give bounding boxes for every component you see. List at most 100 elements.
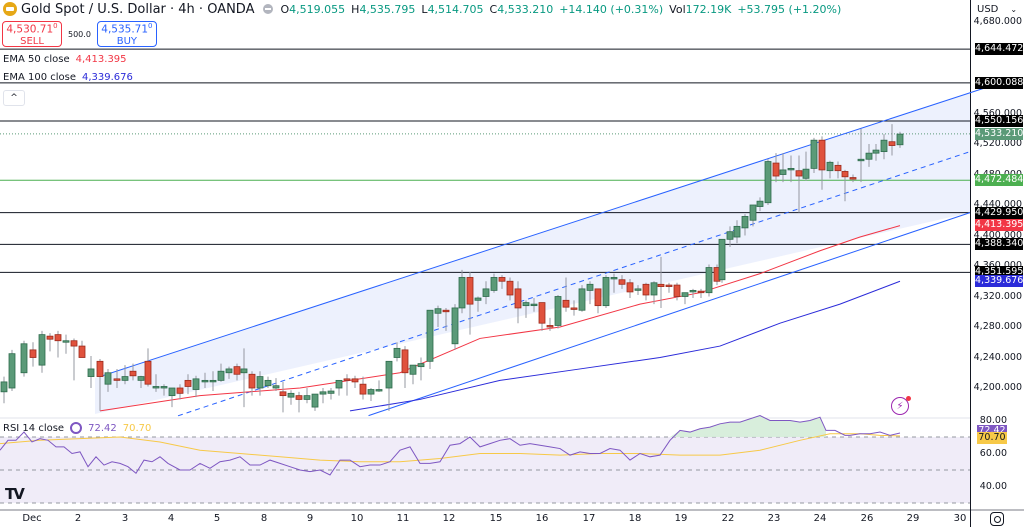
candle-up: [192, 378, 200, 390]
time-tick-label: 4: [167, 513, 175, 524]
sell-button[interactable]: 4,530.710 SELL: [2, 21, 62, 47]
candle-down: [351, 378, 359, 383]
candle-down: [849, 177, 857, 180]
trade-panel: 4,530.710 SELL 500.0 4,535.710 BUY: [2, 21, 157, 47]
candle-down: [233, 366, 241, 375]
rsi-ma-value: 70.70: [122, 422, 152, 434]
candle-up: [896, 133, 904, 146]
price-tick-label: 4,400.000: [973, 229, 1022, 241]
candle-down: [343, 378, 351, 381]
currency-selector[interactable]: USD ⌄: [977, 4, 1017, 15]
candle-up: [137, 376, 145, 381]
candle-down: [29, 349, 37, 358]
open-label: O: [280, 2, 290, 16]
time-tick-label: 12: [442, 513, 456, 524]
candle-down: [442, 309, 450, 313]
candle-down: [657, 283, 665, 287]
price-tick-label: 4,560.000: [973, 107, 1022, 119]
price-tick-label: 4,520.000: [973, 138, 1022, 149]
rsi-legend[interactable]: RSI 14 close 72.42 70.70: [3, 422, 151, 434]
candle-up: [741, 216, 749, 229]
candle-up: [434, 308, 442, 314]
price-tag: 4,550.156: [975, 115, 1024, 127]
channel-middle-line: [177, 151, 971, 417]
candle-up: [0, 381, 8, 393]
candle-up: [225, 368, 233, 374]
settings-gear-icon[interactable]: [990, 512, 1004, 526]
buy-price: 4,535.71: [101, 23, 149, 36]
candle-up: [152, 386, 160, 389]
price-tick-label: 4,200.000: [973, 382, 1022, 393]
candle-up: [87, 368, 95, 377]
price-tag: 4,339.676: [975, 275, 1024, 288]
candle-down: [673, 284, 681, 297]
candle-down: [594, 288, 602, 307]
candle-up: [726, 231, 734, 240]
rsi-ma-line: [0, 433, 901, 463]
candle-up: [121, 376, 129, 381]
candle-down: [546, 325, 554, 328]
candle-up: [490, 277, 498, 291]
symbol-title[interactable]: Gold Spot / U.S. Dollar · 4h · OANDA: [21, 1, 255, 17]
candle-up: [756, 200, 764, 207]
ema100-legend[interactable]: EMA 100 close 4,339.676: [3, 72, 133, 83]
sell-price-pip: 0: [53, 22, 58, 31]
price-tag: 4,644.472: [975, 43, 1024, 56]
tradingview-logo[interactable]: TV: [5, 485, 25, 503]
ema50-legend[interactable]: EMA 50 close 4,413.395: [3, 54, 127, 65]
refresh-icon[interactable]: [70, 422, 83, 434]
lightning-alert-icon[interactable]: ⚡: [891, 396, 911, 415]
candle-down: [279, 391, 287, 397]
time-tick-label: 19: [674, 513, 688, 524]
collapse-legend-button[interactable]: ^: [3, 90, 25, 106]
candle-up: [426, 309, 434, 362]
time-tick-label: 29: [906, 513, 920, 524]
market-status-icon[interactable]: [262, 4, 273, 14]
rsi-value: 72.42: [88, 422, 117, 434]
candle-up: [385, 360, 393, 389]
rsi-tick-label: 40.00: [979, 480, 1007, 492]
volume-change-value: +53.795 (+1.20%): [737, 2, 842, 16]
candle-down: [618, 279, 626, 285]
price-tag: 4,413.395: [975, 219, 1024, 232]
rsi-tick-label: 80.00: [979, 414, 1007, 426]
high-value: 4,535.795: [359, 2, 416, 16]
candle-up: [38, 334, 46, 366]
high-label: H: [351, 2, 360, 16]
chevron-down-icon: ⌄: [1010, 5, 1018, 14]
candle-up: [104, 372, 112, 385]
ema100-value: 4,339.676: [82, 72, 133, 83]
candle-up: [217, 370, 225, 381]
candle-down: [626, 282, 634, 293]
candle-up: [681, 292, 689, 297]
candle-up: [554, 296, 562, 326]
price-tag: 4,600.088: [975, 76, 1024, 89]
time-tick-label: 10: [350, 513, 364, 524]
candle-down: [818, 139, 826, 171]
candle-up: [303, 395, 311, 400]
candle-up: [826, 161, 834, 172]
buy-button[interactable]: 4,535.710 BUY: [96, 21, 157, 47]
rsi-overbought-fill: [660, 415, 826, 437]
candle-down: [401, 349, 409, 374]
candle-down: [466, 277, 474, 305]
candle-up: [810, 139, 818, 169]
buy-price-pip: 0: [148, 22, 153, 31]
candle-up: [256, 376, 264, 389]
ema100-line: [349, 280, 901, 412]
candle-up: [160, 386, 168, 389]
rsi-tick-label: 60.00: [979, 447, 1007, 459]
candle-down: [144, 360, 152, 385]
candle-down: [562, 299, 570, 308]
symbol-header: Gold Spot / U.S. Dollar · 4h · OANDA O 4,…: [0, 0, 841, 18]
sell-label: SELL: [20, 35, 44, 47]
volume-label: Vol: [669, 2, 686, 16]
candle-up: [522, 302, 530, 307]
candle-up: [209, 379, 217, 383]
candle-down: [113, 378, 121, 381]
gold-symbol-icon: [3, 2, 17, 16]
candle-up: [586, 283, 594, 291]
candle-up: [650, 282, 658, 296]
low-label: L: [421, 2, 428, 16]
